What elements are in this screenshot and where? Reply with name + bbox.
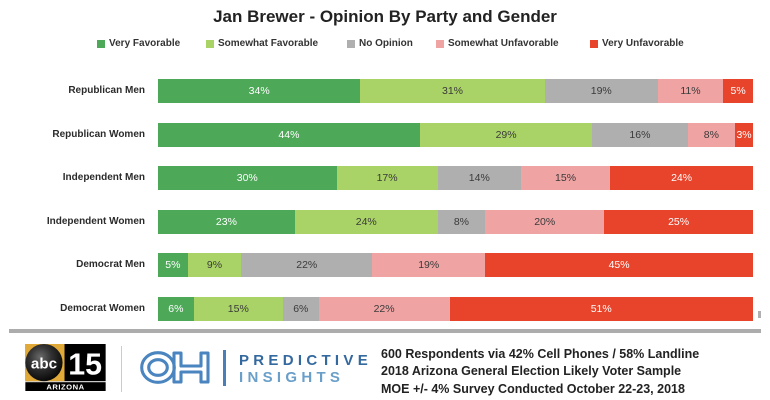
- svg-text:15: 15: [68, 348, 102, 381]
- svg-text:ARIZONA: ARIZONA: [46, 382, 84, 391]
- svg-text:abc: abc: [31, 355, 57, 372]
